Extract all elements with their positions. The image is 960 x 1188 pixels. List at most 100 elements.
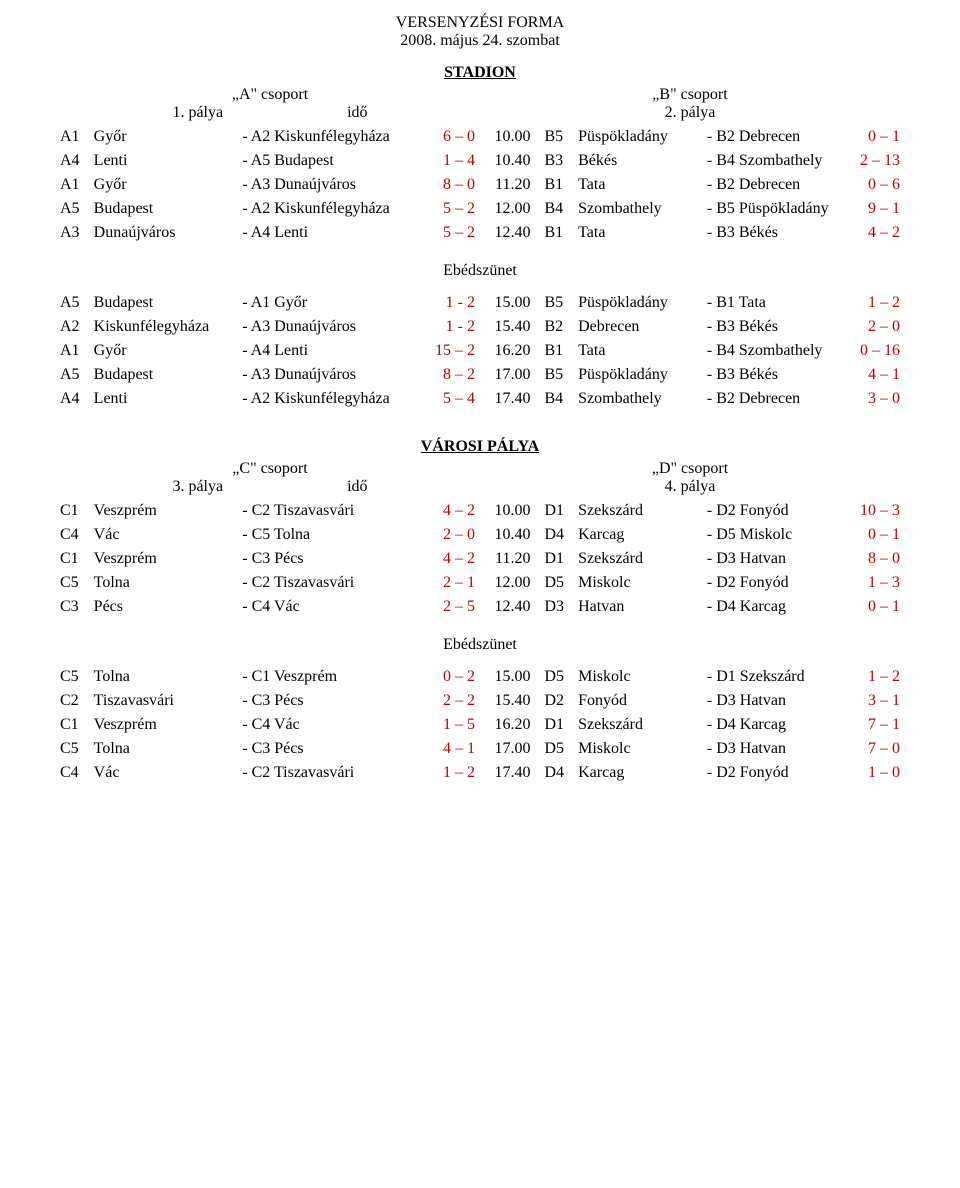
group-d-label: „D" csoport: [652, 460, 728, 478]
match-score: 1 – 2: [836, 668, 900, 686]
match-score: 2 – 5: [411, 598, 475, 616]
team-home: Győr: [94, 176, 243, 194]
team-away: C2 Tiszavasvári: [242, 574, 410, 592]
team-code: D5: [534, 668, 578, 686]
team-away: B3 Békés: [707, 318, 836, 336]
team-code: B2: [534, 318, 578, 336]
match-score: 5 – 2: [411, 200, 475, 218]
team-home: Fonyód: [578, 692, 707, 710]
team-home: Szombathely: [578, 200, 707, 218]
match-row: C4VácC5 Tolna2 – 010.40D4KarcagD5 Miskol…: [60, 526, 900, 544]
team-away: D3 Hatvan: [707, 550, 836, 568]
match-time: 11.20: [475, 550, 534, 568]
match-time: 17.00: [475, 366, 534, 384]
match-time: 10.00: [475, 502, 534, 520]
match-score: 4 – 2: [836, 224, 900, 242]
team-home: Veszprém: [94, 550, 243, 568]
team-code: B1: [534, 342, 578, 360]
match-score: 9 – 1: [836, 200, 900, 218]
team-away: B3 Békés: [707, 224, 836, 242]
time-label: idő: [347, 104, 367, 122]
page-subtitle: 2008. május 24. szombat: [60, 32, 900, 50]
team-away: D2 Fonyód: [707, 764, 836, 782]
team-away: A3 Dunaújváros: [242, 366, 410, 384]
match-row: A2KiskunfélegyházaA3 Dunaújváros1 - 215.…: [60, 318, 900, 336]
match-score: 4 – 1: [411, 740, 475, 758]
match-row: A5BudapestA2 Kiskunfélegyháza5 – 212.00B…: [60, 200, 900, 218]
match-score: 15 – 2: [411, 342, 475, 360]
match-score: 4 – 2: [411, 502, 475, 520]
team-home: Tolna: [94, 740, 243, 758]
lunch-break: Ebédszünet: [60, 262, 900, 280]
team-away: C4 Vác: [242, 598, 410, 616]
time-label: idő: [347, 478, 367, 496]
team-away: B4 Szombathely: [707, 152, 836, 170]
match-score: 10 – 3: [836, 502, 900, 520]
team-code: C2: [60, 692, 94, 710]
match-row: A1GyőrA3 Dunaújváros8 – 011.20B1TataB2 D…: [60, 176, 900, 194]
lunch-break: Ebédszünet: [60, 636, 900, 654]
group-c-label: „C" csoport: [232, 460, 307, 478]
team-home: Miskolc: [578, 668, 707, 686]
team-code: A1: [60, 176, 94, 194]
match-score: 1 - 2: [411, 318, 475, 336]
match-time: 16.20: [475, 342, 534, 360]
match-score: 0 – 16: [836, 342, 900, 360]
match-score: 1 - 2: [411, 294, 475, 312]
team-code: C5: [60, 574, 94, 592]
match-row: C5TolnaC2 Tiszavasvári2 – 112.00D5Miskol…: [60, 574, 900, 592]
team-code: B5: [534, 366, 578, 384]
match-time: 17.40: [475, 390, 534, 408]
team-code: B4: [534, 200, 578, 218]
match-score: 0 – 1: [836, 598, 900, 616]
match-score: 8 – 0: [411, 176, 475, 194]
team-away: D4 Karcag: [707, 716, 836, 734]
group-b-label: „B" csoport: [652, 86, 727, 104]
match-time: 12.40: [475, 224, 534, 242]
team-code: B1: [534, 224, 578, 242]
match-score: 2 – 0: [411, 526, 475, 544]
team-code: B1: [534, 176, 578, 194]
team-home: Debrecen: [578, 318, 707, 336]
team-home: Lenti: [94, 390, 243, 408]
team-code: D1: [534, 716, 578, 734]
match-row: A3DunaújvárosA4 Lenti5 – 212.40B1TataB3 …: [60, 224, 900, 242]
team-home: Veszprém: [94, 502, 243, 520]
team-home: Kiskunfélegyháza: [94, 318, 243, 336]
match-score: 6 – 0: [411, 128, 475, 146]
team-away: B2 Debrecen: [707, 390, 836, 408]
match-score: 0 – 1: [836, 128, 900, 146]
match-score: 1 – 2: [411, 764, 475, 782]
team-away: B2 Debrecen: [707, 176, 836, 194]
match-score: 2 – 0: [836, 318, 900, 336]
team-away: A4 Lenti: [242, 224, 410, 242]
team-code: A3: [60, 224, 94, 242]
team-away: A3 Dunaújváros: [242, 176, 410, 194]
team-code: B4: [534, 390, 578, 408]
match-score: 7 – 0: [836, 740, 900, 758]
team-home: Püspökladány: [578, 366, 707, 384]
match-row: A5BudapestA1 Győr1 - 215.00B5Püspökladán…: [60, 294, 900, 312]
match-time: 10.40: [475, 152, 534, 170]
team-away: B2 Debrecen: [707, 128, 836, 146]
team-away: D3 Hatvan: [707, 692, 836, 710]
field-1-label: 1. pálya: [172, 104, 223, 122]
team-code: C5: [60, 668, 94, 686]
team-home: Tata: [578, 224, 707, 242]
team-home: Szekszárd: [578, 550, 707, 568]
team-code: B5: [534, 128, 578, 146]
match-time: 15.40: [475, 318, 534, 336]
team-home: Dunaújváros: [94, 224, 243, 242]
field-2-label: 2. pálya: [665, 104, 716, 122]
team-home: Vác: [94, 526, 243, 544]
team-code: A5: [60, 366, 94, 384]
match-row: C2TiszavasváriC3 Pécs2 – 215.40D2FonyódD…: [60, 692, 900, 710]
team-home: Karcag: [578, 764, 707, 782]
team-code: D5: [534, 574, 578, 592]
team-away: A2 Kiskunfélegyháza: [242, 390, 410, 408]
team-code: A4: [60, 152, 94, 170]
match-time: 15.00: [475, 294, 534, 312]
team-away: D3 Hatvan: [707, 740, 836, 758]
team-away: D2 Fonyód: [707, 574, 836, 592]
match-score: 2 – 2: [411, 692, 475, 710]
